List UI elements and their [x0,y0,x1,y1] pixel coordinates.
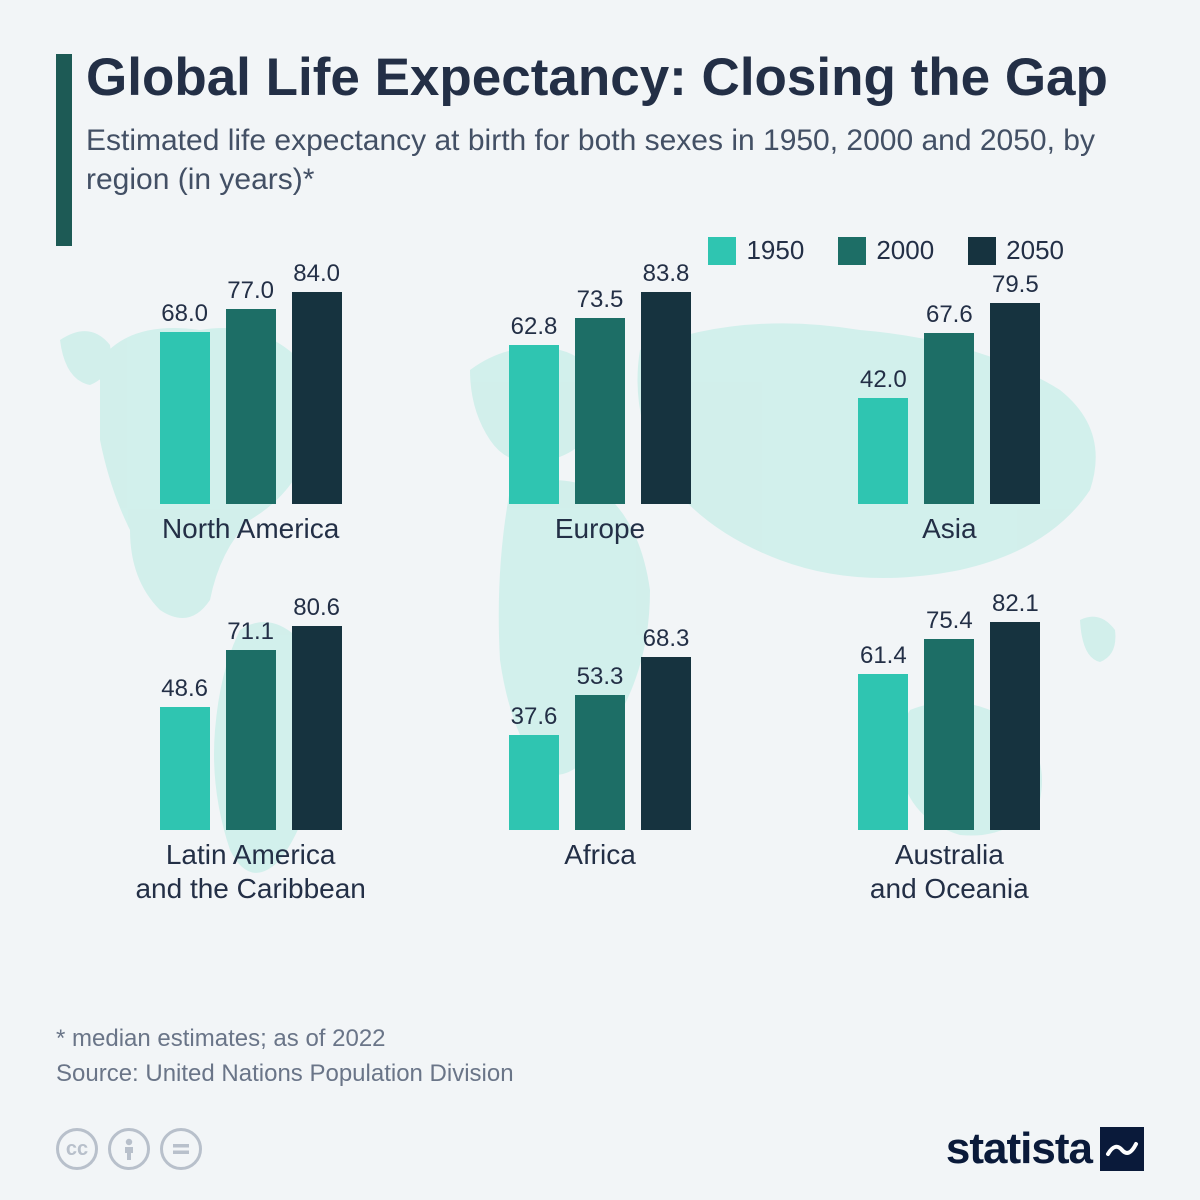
bar [641,657,691,830]
bar [990,303,1040,504]
bar [226,309,276,504]
region-chart: 68.077.084.0North America [86,276,415,546]
region-label: Africa [564,838,636,872]
bar-wrap: 84.0 [292,260,342,505]
bar-value-label: 68.3 [643,625,690,653]
bar-wrap: 37.6 [509,703,559,830]
bar-group: 42.067.679.5 [858,276,1040,504]
bar [509,345,559,504]
bar [924,639,974,830]
accent-bar [56,54,72,246]
bar [509,735,559,830]
statista-logo: statista [946,1124,1144,1174]
bar-wrap: 68.0 [160,300,210,504]
bar [160,332,210,504]
legend-item: 1950 [708,235,804,266]
bar-wrap: 79.5 [990,271,1040,504]
region-label: Europe [555,512,645,546]
bar-wrap: 68.3 [641,625,691,830]
bar-value-label: 37.6 [511,703,558,731]
region-label: North America [162,512,339,546]
footnotes: * median estimates; as of 2022 Source: U… [56,1022,514,1092]
legend-item: 2000 [838,235,934,266]
region-label: Australiaand Oceania [870,838,1029,905]
bar [292,292,342,505]
bar-wrap: 83.8 [641,260,691,504]
bar-wrap: 61.4 [858,642,908,830]
bar [292,626,342,830]
legend: 1950 2000 2050 [56,235,1144,266]
bar [575,695,625,830]
legend-swatch [708,237,736,265]
bar-wrap: 80.6 [292,594,342,830]
cc-icon: cc [56,1128,98,1170]
bar-value-label: 77.0 [227,277,274,305]
bar-value-label: 82.1 [992,590,1039,618]
bar-wrap: 71.1 [226,618,276,830]
bar [641,292,691,504]
legend-label: 1950 [746,235,804,266]
chart-title: Global Life Expectancy: Closing the Gap [86,48,1144,107]
bar-value-label: 84.0 [293,260,340,288]
nd-icon [160,1128,202,1170]
cc-license-icons: cc [56,1128,202,1170]
legend-swatch [838,237,866,265]
chart-subtitle: Estimated life expectancy at birth for b… [86,121,1144,199]
bar-value-label: 73.5 [577,286,624,314]
region-chart: 42.067.679.5Asia [785,276,1114,546]
bar [575,318,625,504]
bar-value-label: 53.3 [577,663,624,691]
bar [858,398,908,504]
bar-wrap: 42.0 [858,366,908,504]
region-chart: 37.6 53.3 68.3 Africa [435,602,764,905]
bar-value-label: 75.4 [926,607,973,635]
region-chart: 62.873.583.8Europe [435,276,764,546]
bar-group: 37.6 53.3 68.3 [509,602,691,830]
region-label: Asia [922,512,976,546]
bar-value-label: 67.6 [926,301,973,329]
bar-value-label: 42.0 [860,366,907,394]
bar-wrap: 62.8 [509,313,559,504]
statista-wave-icon [1100,1127,1144,1171]
legend-label: 2000 [876,235,934,266]
bar-group: 48.671.180.6 [160,602,342,830]
bar-value-label: 62.8 [511,313,558,341]
legend-item: 2050 [968,235,1064,266]
bar-wrap: 53.3 [575,663,625,830]
bar-wrap: 67.6 [924,301,974,504]
bar-value-label: 48.6 [161,675,208,703]
legend-label: 2050 [1006,235,1064,266]
bar-wrap: 82.1 [990,590,1040,830]
bar-wrap: 77.0 [226,277,276,504]
bar-value-label: 83.8 [643,260,690,288]
bar [990,622,1040,830]
bar-group: 68.077.084.0 [160,276,342,504]
charts-grid: 68.077.084.0North America62.873.583.8Eur… [56,276,1144,905]
region-chart: 61.475.482.1Australiaand Oceania [785,602,1114,905]
bar-value-label: 79.5 [992,271,1039,299]
bar-wrap: 75.4 [924,607,974,830]
region-label: Latin Americaand the Caribbean [135,838,365,905]
bar-group: 61.475.482.1 [858,602,1040,830]
bar [226,650,276,830]
footnote-source: Source: United Nations Population Divisi… [56,1057,514,1092]
bar [924,333,974,504]
statista-wordmark: statista [946,1124,1092,1174]
bar-wrap: 73.5 [575,286,625,504]
bar-wrap: 48.6 [160,675,210,830]
by-icon [108,1128,150,1170]
bar-value-label: 80.6 [293,594,340,622]
footnote-estimates: * median estimates; as of 2022 [56,1022,514,1057]
bar-group: 62.873.583.8 [509,276,691,504]
region-chart: 48.671.180.6Latin Americaand the Caribbe… [86,602,415,905]
bar [858,674,908,830]
bar-value-label: 71.1 [227,618,274,646]
bar-value-label: 68.0 [161,300,208,328]
bar-value-label: 61.4 [860,642,907,670]
bar [160,707,210,830]
legend-swatch [968,237,996,265]
